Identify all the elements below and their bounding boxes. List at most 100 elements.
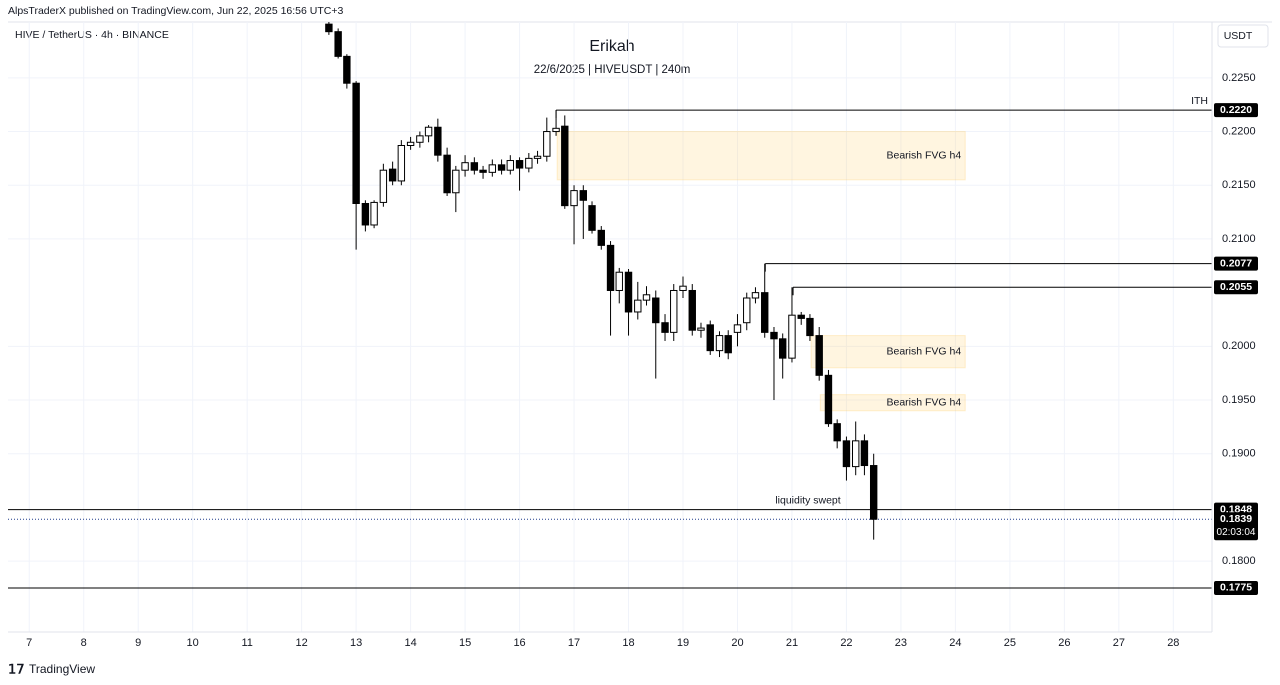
candle-body xyxy=(579,190,588,201)
candle-body xyxy=(634,299,642,313)
candle-body xyxy=(860,440,869,467)
x-tick-label: 19 xyxy=(677,637,689,649)
logo-mark: 𝟣𝟩 xyxy=(8,661,25,676)
candle-body xyxy=(588,205,596,231)
candle-body xyxy=(615,271,623,291)
candle-body xyxy=(515,160,524,169)
x-tick-label: 27 xyxy=(1113,637,1125,649)
candle-body xyxy=(852,440,860,468)
x-tick-label: 14 xyxy=(404,637,416,649)
axes: 7 8 9 10 11 12 13 14 15 16 17 18 19 20 21 22 23 24 25 26 27 2… xyxy=(26,72,1255,649)
x-tick-label: 13 xyxy=(350,637,362,649)
candle-body xyxy=(833,423,841,442)
x-tick-label: 7 xyxy=(26,637,32,649)
x-tick-label: 28 xyxy=(1167,637,1179,649)
chart-subtitle: 22/6/2025 | HIVEUSDT | 240m xyxy=(534,64,691,76)
candle-body xyxy=(806,317,814,337)
price-labels: 0.22200.20770.20550.18480.17750.183902:0… xyxy=(1214,103,1258,595)
level-note: liquidity swept xyxy=(775,494,840,506)
candle-body xyxy=(443,154,451,194)
candle-body xyxy=(797,314,805,319)
candle-body xyxy=(779,338,787,359)
x-tick-label: 9 xyxy=(135,637,141,649)
y-tick-label: 0.2000 xyxy=(1222,340,1256,352)
candle-body xyxy=(761,292,769,333)
candle-body xyxy=(815,335,823,376)
candle-body xyxy=(788,314,796,359)
candle-body xyxy=(525,157,533,169)
x-tick-label: 23 xyxy=(895,637,907,649)
grid xyxy=(8,22,1212,632)
currency-box[interactable] xyxy=(1217,24,1269,48)
candle-body xyxy=(624,271,633,313)
price-label: 0.2055 xyxy=(1220,281,1252,293)
y-tick-label: 0.2100 xyxy=(1222,233,1256,245)
candle-body xyxy=(543,131,551,157)
y-tick-label: 0.2150 xyxy=(1222,179,1256,191)
candle-body xyxy=(379,169,388,203)
zone-label: Bearish FVG h4 xyxy=(887,396,962,408)
zone-label: Bearish FVG h4 xyxy=(887,345,962,357)
currency[interactable]: USDT xyxy=(1224,30,1253,42)
candle-body xyxy=(452,169,460,194)
chart-title: Erikah xyxy=(589,38,634,55)
candle-body xyxy=(606,244,615,291)
candle-body xyxy=(733,324,742,333)
fvg-zone xyxy=(556,131,966,181)
x-tick-label: 17 xyxy=(568,637,580,649)
fvg-zone xyxy=(810,335,966,369)
candle-body xyxy=(470,162,479,171)
x-tick-label: 18 xyxy=(622,637,634,649)
candle-body xyxy=(679,285,687,291)
x-tick-label: 8 xyxy=(81,637,87,649)
price-label-box xyxy=(1214,256,1258,271)
y-tick-label: 0.2250 xyxy=(1222,72,1256,84)
candle-body xyxy=(343,55,351,84)
candle-body xyxy=(370,201,378,226)
candle-body xyxy=(743,297,751,324)
candle-body xyxy=(688,289,696,331)
candle-body xyxy=(652,297,660,324)
candle-body xyxy=(434,126,442,156)
candle-body xyxy=(461,162,469,171)
zone-label: Bearish FVG h4 xyxy=(887,149,962,161)
price-label-box xyxy=(1214,280,1258,295)
x-tick-label: 20 xyxy=(731,637,743,649)
price-label: 0.1775 xyxy=(1220,582,1252,594)
x-tick-label: 11 xyxy=(241,637,252,649)
y-tick-label: 0.2200 xyxy=(1222,125,1256,137)
candle-body xyxy=(715,335,724,352)
x-tick-label: 25 xyxy=(1004,637,1016,649)
x-tick-label: 15 xyxy=(459,637,471,649)
candle-body xyxy=(706,324,714,352)
zones: Bearish FVG h4 Bearish FVG h4 Bearish FVG … xyxy=(556,131,966,412)
candle-body xyxy=(388,168,397,182)
price-label-box xyxy=(1214,512,1258,541)
y-tick-label: 0.1950 xyxy=(1222,394,1256,406)
x-tick-label: 16 xyxy=(513,637,525,649)
candle-body xyxy=(697,327,705,331)
candle-body xyxy=(361,202,370,226)
candle-body xyxy=(325,23,333,33)
x-tick-label: 12 xyxy=(296,637,308,649)
price-label-box xyxy=(1214,103,1258,118)
candle-body xyxy=(533,155,542,159)
candle-body xyxy=(488,164,497,173)
x-tick-label: 10 xyxy=(187,637,199,649)
countdown: 02:03:04 xyxy=(1217,527,1256,538)
candle-body xyxy=(670,289,678,333)
fvg-zone xyxy=(819,394,966,412)
price-label: 0.1839 xyxy=(1220,513,1252,525)
candle-body xyxy=(397,145,406,182)
candle-body xyxy=(824,374,833,425)
candle-body xyxy=(497,164,506,171)
candle-body xyxy=(479,169,487,173)
candle-body xyxy=(770,331,778,340)
candle-body xyxy=(352,82,360,204)
candle-body xyxy=(842,440,851,468)
price-label: 0.2220 xyxy=(1220,104,1252,116)
candle-body xyxy=(406,141,415,147)
symbol: HIVE / TetherUS · 4h · BINANCE xyxy=(15,29,169,41)
